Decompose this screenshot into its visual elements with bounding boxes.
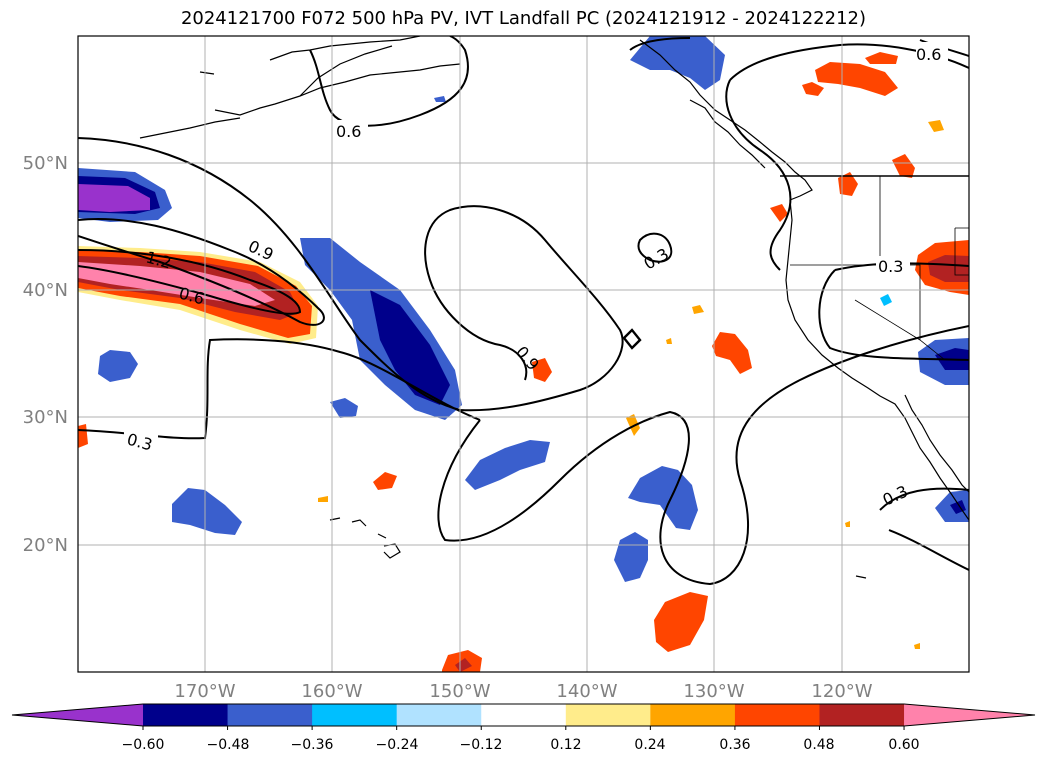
colorbar-tick-labels: −0.60 −0.48 −0.36 −0.24 −0.12 0.12 0.24 … [122, 737, 920, 753]
contour-label: 0.6 [336, 122, 361, 141]
colorbar-swatch [819, 704, 905, 726]
colorbar-tick-label: 0.60 [888, 737, 919, 753]
graticule [78, 36, 969, 672]
lat-label: 20°N [23, 535, 68, 556]
lat-label: 30°N [23, 407, 68, 428]
lon-label: 160°W [301, 681, 362, 702]
colorbar-tick-label: 0.48 [803, 737, 834, 753]
colorbar-tick-label: −0.48 [207, 737, 250, 753]
colorbar-tick-label: 0.24 [634, 737, 665, 753]
colorbar-tick-label: −0.24 [376, 737, 419, 753]
colorbar-tick-label: −0.36 [291, 737, 334, 753]
coastlines [139, 36, 969, 579]
colorbar-swatch [227, 704, 313, 726]
colorbar-swatch [734, 704, 820, 726]
ivt-contours [78, 36, 969, 586]
colorbar-swatch [396, 704, 482, 726]
lon-label: 140°W [556, 681, 617, 702]
lon-axis-labels: 170°W 160°W 150°W 140°W 130°W 120°W [174, 681, 872, 702]
contour-label: 0.3 [878, 257, 903, 276]
colorbar-tick-label: −0.60 [122, 737, 165, 753]
colorbar-tick-label: −0.12 [460, 737, 503, 753]
colorbar-swatch [143, 704, 229, 726]
contour-label: 0.6 [916, 45, 941, 64]
lat-label: 40°N [23, 280, 68, 301]
lat-label: 50°N [23, 153, 68, 174]
colorbar-swatch [312, 704, 398, 726]
colorbar-tick-label: 0.12 [550, 737, 581, 753]
colorbar-tick-label: 0.36 [719, 737, 750, 753]
colorbar-swatch [565, 704, 651, 726]
colorbar [11, 703, 1036, 730]
lon-label: 120°W [811, 681, 872, 702]
pv-fill-regions [78, 36, 969, 672]
colorbar-extend-max [904, 704, 1035, 726]
lon-label: 170°W [174, 681, 235, 702]
map-frame [77, 35, 970, 673]
colorbar-swatch [650, 704, 736, 726]
map-title: 2024121700 F072 500 hPa PV, IVT Landfall… [180, 8, 867, 29]
colorbar-extend-min [12, 704, 143, 726]
colorbar-swatch [481, 704, 567, 726]
lon-label: 150°W [429, 681, 490, 702]
lat-axis-labels: 50°N 40°N 30°N 20°N [23, 153, 68, 556]
lon-label: 130°W [683, 681, 744, 702]
